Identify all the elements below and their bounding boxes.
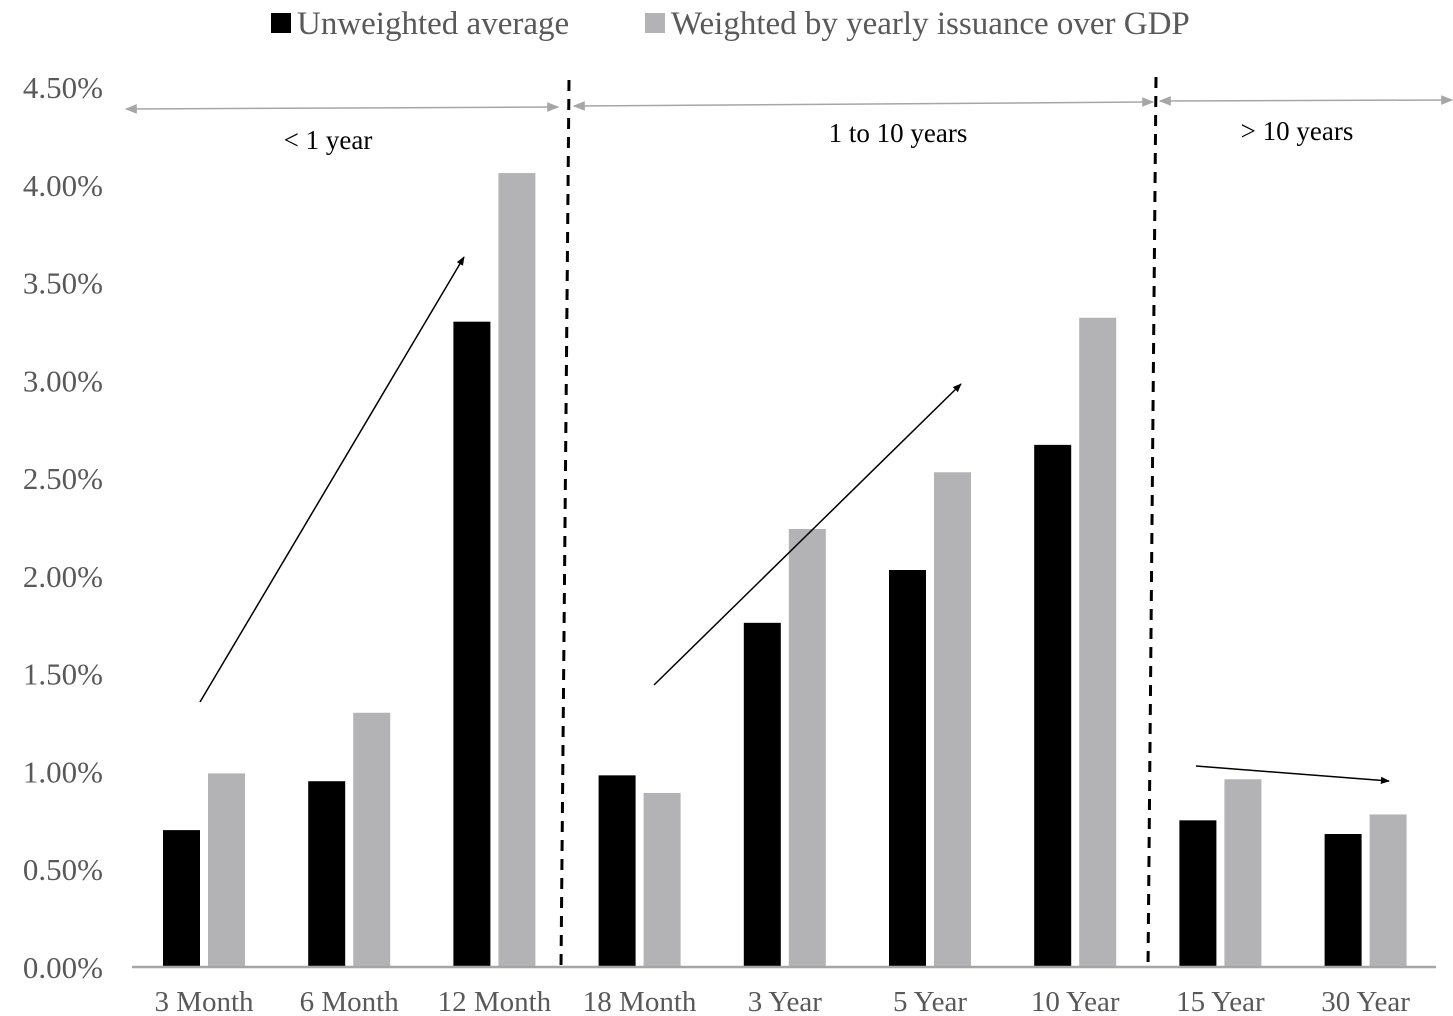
legend-swatch-unweighted: [271, 13, 291, 33]
legend-label-weighted: Weighted by yearly issuance over GDP: [671, 6, 1190, 42]
y-tick-label: 2.50%: [23, 461, 103, 496]
trend-arrow-medium: [653, 383, 962, 686]
bar-unweighted: [1324, 834, 1362, 967]
x-tick-label: 12 Month: [438, 986, 552, 1016]
bar-unweighted: [889, 570, 926, 967]
bar-weighted: [934, 472, 971, 967]
x-tick-label: 5 Year: [893, 986, 967, 1016]
legend-label-unweighted: Unweighted average: [297, 6, 569, 42]
bar-weighted: [498, 173, 536, 968]
x-tick-label: 30 Year: [1321, 986, 1410, 1016]
legend: Unweighted average Weighted by yearly is…: [271, 6, 1190, 42]
bar-weighted: [353, 712, 391, 967]
bar-weighted: [643, 792, 681, 967]
trend-arrow-short: [199, 256, 465, 703]
group-range-arrow-2: [572, 97, 1155, 111]
group-range-arrow-1: [124, 102, 560, 114]
x-tick-label: 10 Year: [1031, 986, 1120, 1016]
legend-swatch-weighted: [645, 13, 665, 33]
x-tick-label: 15 Year: [1176, 986, 1265, 1016]
bar-unweighted: [308, 781, 346, 967]
bar-unweighted: [1179, 820, 1217, 967]
x-tick-label: 3 Month: [154, 986, 254, 1016]
y-tick-label: 0.00%: [23, 950, 103, 985]
y-tick-label: 3.00%: [23, 363, 103, 398]
group-label-short: < 1 year: [284, 125, 373, 155]
bar-weighted: [1369, 814, 1407, 967]
group-label-medium: 1 to 10 years: [829, 118, 968, 148]
y-tick-label: 4.00%: [23, 168, 103, 203]
group-divider-1: [559, 79, 571, 969]
x-tick-label: 18 Month: [583, 986, 697, 1016]
x-tick-label: 3 Year: [748, 986, 822, 1016]
trend-arrow-long: [1195, 765, 1390, 784]
bar-weighted: [788, 528, 826, 967]
group-label-long: > 10 years: [1241, 116, 1354, 146]
y-tick-label: 4.50%: [23, 70, 103, 105]
group-divider-2: [1146, 76, 1158, 969]
bar-unweighted: [1034, 444, 1072, 967]
bars: [163, 173, 1407, 968]
y-tick-label: 1.00%: [23, 754, 103, 789]
bar-unweighted: [743, 622, 781, 967]
bar-unweighted: [598, 775, 636, 967]
bar-weighted: [1079, 317, 1117, 967]
bar-weighted: [208, 773, 245, 967]
group-range-arrow-3: [1158, 95, 1453, 106]
x-tick-label: 6 Month: [300, 986, 400, 1016]
y-tick-label: 2.00%: [23, 559, 103, 594]
bar-unweighted: [163, 830, 200, 967]
bar-unweighted: [453, 321, 491, 968]
y-tick-label: 1.50%: [23, 657, 103, 692]
bar-weighted: [1224, 779, 1262, 967]
y-axis-ticks: 0.00% 0.50% 1.00% 1.50% 2.00% 2.50% 3.00% 3.50%…: [23, 70, 103, 985]
y-tick-label: 0.50%: [23, 852, 103, 887]
x-axis-categories: 3 Month 6 Month 12 Month 18 Month 3 Year 5 Ye…: [154, 986, 1410, 1016]
y-tick-label: 3.50%: [23, 266, 103, 301]
